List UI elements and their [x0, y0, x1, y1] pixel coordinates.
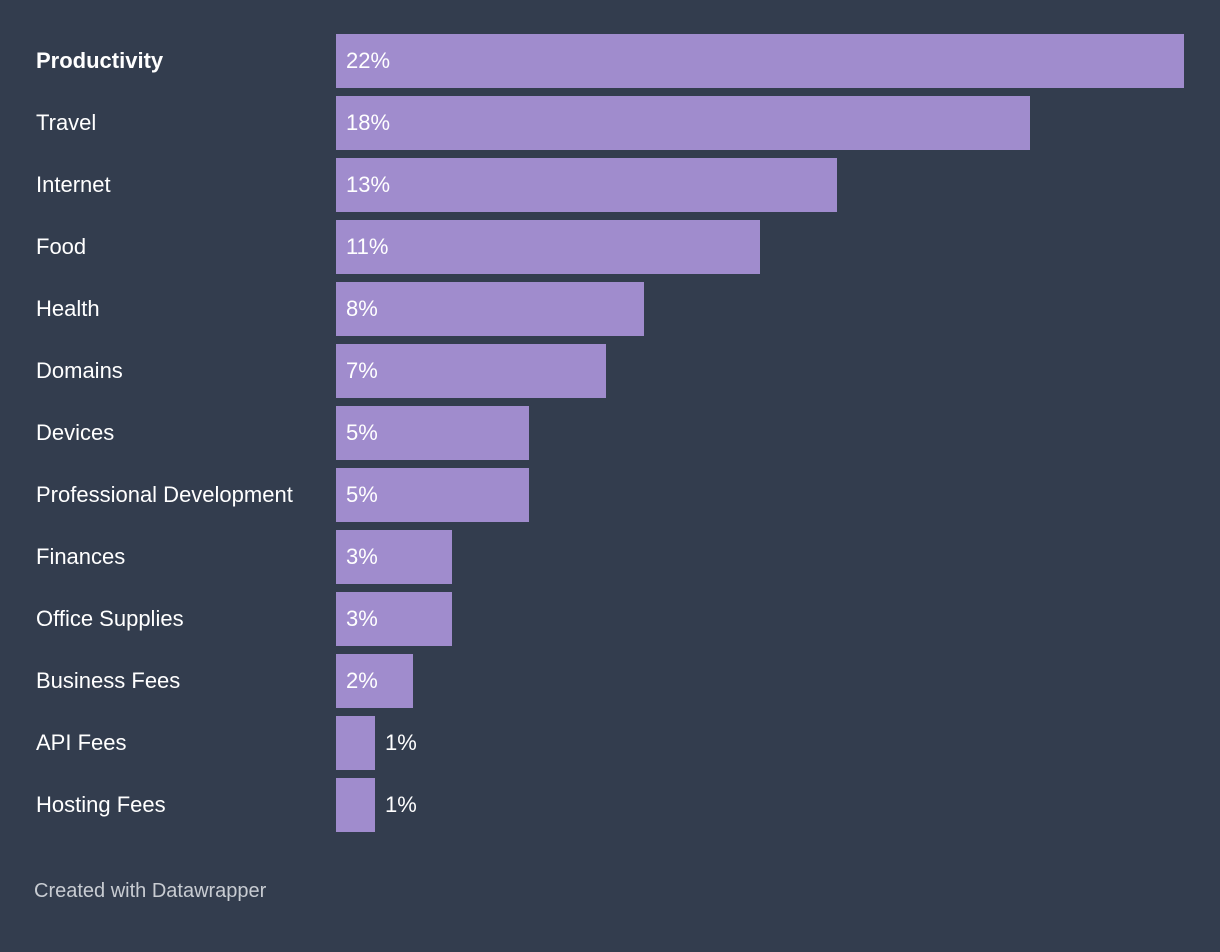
category-label: Business Fees: [36, 668, 181, 693]
value-label: 7%: [346, 358, 378, 383]
category-label: Devices: [36, 420, 115, 445]
bar[interactable]: [336, 654, 413, 708]
category-label: Office Supplies: [36, 606, 184, 631]
value-label: 18%: [346, 110, 391, 135]
category-label: API Fees: [36, 730, 127, 755]
bar[interactable]: [336, 468, 529, 522]
value-label: 3%: [346, 544, 378, 569]
category-label: Domains: [36, 358, 123, 383]
value-label: 8%: [346, 296, 378, 321]
value-label: 5%: [346, 482, 378, 507]
category-label: Hosting Fees: [36, 792, 166, 817]
value-label: 3%: [346, 606, 378, 631]
category-label: Travel: [36, 110, 97, 135]
value-label: 22%: [346, 48, 391, 73]
bar[interactable]: [336, 96, 1030, 150]
category-label: Internet: [36, 172, 111, 197]
bar[interactable]: [336, 158, 837, 212]
value-label: 1%: [385, 792, 417, 817]
bar-chart: Productivity 22% Travel 18% Internet 13% Food 1…: [36, 34, 1184, 832]
chart-credit[interactable]: Created with Datawrapper: [34, 880, 267, 902]
bar[interactable]: [336, 282, 644, 336]
bar[interactable]: [336, 530, 452, 584]
category-label: Productivity: [36, 48, 164, 73]
value-label: 11%: [346, 234, 389, 259]
category-label: Professional Development: [36, 482, 293, 507]
value-label: 1%: [385, 730, 417, 755]
category-label: Health: [36, 296, 100, 321]
value-label: 13%: [346, 172, 391, 197]
category-label: Finances: [36, 544, 126, 569]
bar[interactable]: [336, 778, 375, 832]
bar[interactable]: [336, 34, 1184, 88]
bar[interactable]: [336, 716, 375, 770]
bar[interactable]: [336, 406, 529, 460]
bar[interactable]: [336, 344, 606, 398]
value-label: 5%: [346, 420, 378, 445]
bar[interactable]: [336, 592, 452, 646]
category-label: Food: [36, 234, 87, 259]
bar[interactable]: [336, 220, 760, 274]
value-label: 2%: [346, 668, 378, 693]
